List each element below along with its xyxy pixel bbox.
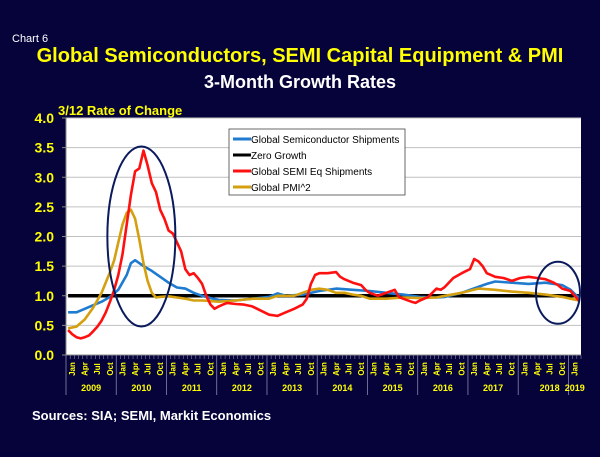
series-line-global-semi-eq-shipments — [67, 149, 580, 340]
x-tick-label: Jan — [169, 362, 178, 376]
x-tick-label: Oct — [558, 362, 567, 376]
x-tick-label: Jul — [194, 363, 203, 375]
y-tick-label: 1.5 — [35, 258, 55, 274]
x-tick-label: Oct — [357, 362, 366, 376]
legend-box — [228, 128, 406, 196]
x-tick-label: Apr — [483, 362, 492, 376]
x-tick-label: Jan — [269, 362, 278, 376]
x-tick-label: Jul — [143, 363, 152, 375]
year-label: 2012 — [232, 383, 252, 393]
x-tick-label: Jan — [118, 362, 127, 376]
chart-title: Global Semiconductors, SEMI Capital Equi… — [37, 45, 564, 67]
year-label: 2009 — [81, 383, 101, 393]
x-tick-label: Jul — [294, 363, 303, 375]
year-label: 2017 — [483, 383, 503, 393]
highlight-ellipse — [106, 145, 177, 328]
x-tick-label: Apr — [332, 362, 341, 376]
series-line-global-pmi-2 — [67, 208, 580, 330]
x-tick-label: Apr — [382, 362, 391, 376]
x-tick-label: Oct — [206, 362, 215, 376]
y-axis-label: 3/12 Rate of Change — [58, 103, 182, 118]
source-note: Sources: SIA; SEMI, Markit Economics — [32, 408, 271, 423]
annotation-ellipses — [106, 145, 581, 328]
x-tick-label: Apr — [131, 362, 140, 376]
y-tick-label: 2.5 — [35, 199, 55, 215]
x-tick-label: Jan — [571, 362, 580, 376]
x-tick-label: Apr — [181, 362, 190, 376]
x-tick-label: Jan — [219, 362, 228, 376]
legend-label: Global PMI^2 — [251, 183, 311, 194]
x-tick-label: Jan — [68, 362, 77, 376]
series-lines — [67, 149, 580, 340]
year-label: 2011 — [182, 383, 202, 393]
y-tick-label: 2.0 — [35, 229, 55, 245]
y-tick-label: 0.0 — [35, 347, 55, 363]
x-tick-label: Apr — [231, 362, 240, 376]
x-tick-label: Oct — [508, 362, 517, 376]
x-tick-label: Jan — [319, 362, 328, 376]
x-tick-label: Oct — [407, 362, 416, 376]
x-tick-label: Apr — [282, 362, 291, 376]
x-tick-label: Jul — [495, 363, 504, 375]
y-tick-label: 3.0 — [35, 169, 55, 185]
x-tick-label: Jan — [420, 362, 429, 376]
y-tick-label: 3.5 — [35, 140, 55, 156]
y-tick-label: 1.0 — [35, 288, 55, 304]
x-tick-label: Oct — [307, 362, 316, 376]
year-label: 2010 — [131, 383, 151, 393]
x-tick-label: Oct — [156, 362, 165, 376]
x-tick-label: Apr — [432, 362, 441, 376]
year-label: 2018 — [540, 383, 560, 393]
x-tick-label: Apr — [81, 362, 90, 376]
y-tick-label: 4.0 — [35, 110, 55, 126]
x-axis: Jan Apr Jul Oct Jan Apr Jul Oct Jan Apr Jul Oct Jan A… — [65, 354, 585, 395]
x-tick-label: Jul — [395, 363, 404, 375]
x-tick-label: Apr — [533, 362, 542, 376]
chart-subtitle: 3-Month Growth Rates — [204, 72, 396, 92]
x-tick-label: Jul — [344, 363, 353, 375]
y-tick-label: 0.5 — [35, 317, 55, 333]
x-tick-label: Jan — [520, 362, 529, 376]
year-label: 2013 — [282, 383, 302, 393]
x-tick-label: Oct — [457, 362, 466, 376]
x-tick-label: Jul — [93, 363, 102, 375]
x-tick-label: Jul — [445, 363, 454, 375]
x-tick-label: Oct — [106, 362, 115, 376]
legend-label: Zero Growth — [251, 151, 307, 162]
x-tick-label: Jan — [470, 362, 479, 376]
year-label: 2015 — [383, 383, 403, 393]
year-label: 2019 — [565, 383, 585, 393]
chart-number-label: Chart 6 — [12, 33, 48, 45]
x-tick-label: Jan — [370, 362, 379, 376]
year-label: 2016 — [433, 383, 453, 393]
x-tick-label: Jul — [545, 363, 554, 375]
legend-label: Global SEMI Eq Shipments — [251, 167, 372, 178]
highlight-ellipse — [534, 260, 581, 325]
y-axis-ticks: 0.0 0.5 1.0 1.5 2.0 2.5 3.0 3.5 4.0 — [35, 110, 67, 363]
x-tick-label: Jul — [244, 363, 253, 375]
legend: Global Semiconductor Shipments Zero Growt… — [228, 128, 406, 196]
x-tick-label: Oct — [257, 362, 266, 376]
legend-label: Global Semiconductor Shipments — [251, 135, 399, 146]
series-line-global-semiconductor-shipments — [68, 258, 580, 314]
year-label: 2014 — [332, 383, 352, 393]
